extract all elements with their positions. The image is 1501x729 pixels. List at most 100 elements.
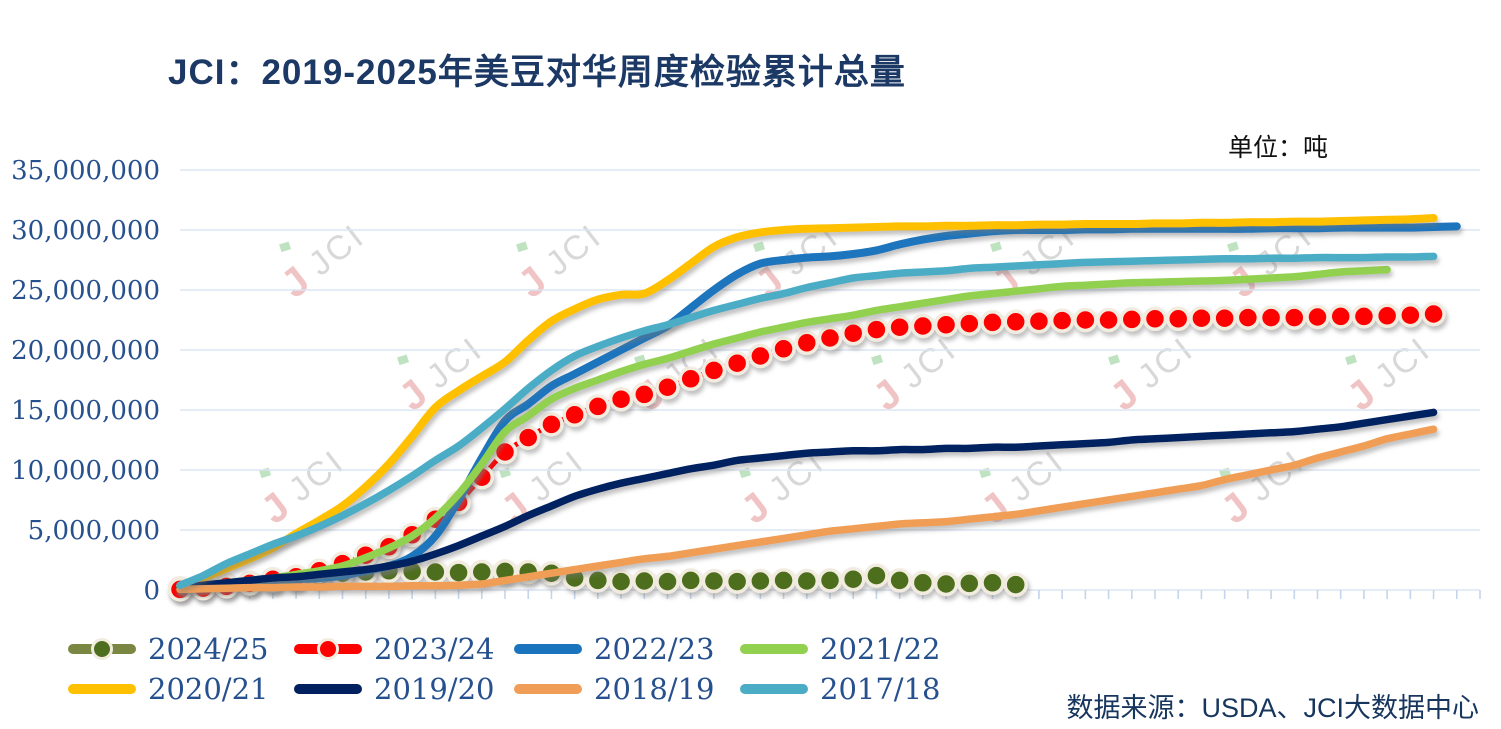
data-point-marker — [748, 568, 773, 594]
legend-marker-dot — [317, 638, 339, 660]
series-2021-22 — [176, 265, 1391, 592]
data-point-marker — [864, 563, 889, 588]
series-2017-18 — [176, 252, 1438, 589]
data-point-marker — [423, 559, 448, 585]
legend-item-2020-21: 2020/21 — [68, 671, 268, 707]
data-point-marker — [1003, 309, 1028, 335]
y-axis-tick-label: 30,000,000 — [11, 216, 160, 246]
data-point-marker — [678, 568, 703, 593]
svg-text:JCI: JCI — [420, 329, 491, 396]
data-point-marker — [1165, 306, 1191, 332]
jci-watermarks: JJCIJJCIJJCIJJCIJJCIJJCIJJCIJJCIJJCIJJCI… — [253, 216, 1438, 532]
data-point-marker — [655, 374, 680, 400]
data-point-marker — [608, 569, 634, 594]
legend-label: 2024/25 — [148, 632, 269, 666]
data-point-marker — [446, 560, 471, 585]
data-point-marker — [864, 317, 889, 342]
y-axis-tick-label: 25,000,000 — [11, 276, 160, 306]
data-point-marker — [632, 382, 657, 407]
data-point-marker — [1189, 305, 1214, 331]
y-axis-tick-label: 15,000,000 — [11, 396, 160, 426]
page-title: JCI：2019-2025年美豆对华周度检验累计总量 — [168, 53, 906, 92]
data-point-marker — [980, 570, 1005, 596]
legend-item-2019-20: 2019/20 — [294, 671, 494, 707]
data-point-marker — [1305, 304, 1330, 330]
svg-text:JCI: JCI — [1002, 442, 1073, 509]
svg-text:JCI: JCI — [894, 329, 965, 396]
data-point-marker — [1096, 307, 1121, 333]
data-point-marker — [585, 568, 611, 593]
legend-swatch — [294, 638, 362, 660]
data-point-marker — [701, 568, 727, 594]
data-point-marker — [957, 571, 982, 596]
legend-label: 2018/19 — [594, 672, 715, 706]
data-point-marker — [1142, 306, 1168, 332]
data-point-marker — [1003, 572, 1028, 597]
legend-item-2024-25: 2024/25 — [68, 631, 268, 667]
data-point-marker — [678, 366, 703, 392]
data-point-marker — [1073, 307, 1098, 333]
data-point-marker — [771, 568, 796, 593]
legend-swatch — [514, 644, 582, 654]
svg-text:JCI: JCI — [539, 216, 610, 283]
svg-text:JCI: JCI — [1131, 329, 1202, 396]
legend-item-2023-24: 2023/24 — [294, 631, 494, 667]
data-point-marker — [887, 314, 912, 340]
y-axis-tick-label: 20,000,000 — [11, 336, 160, 366]
data-point-marker — [840, 566, 866, 592]
data-point-marker — [910, 313, 936, 339]
legend-swatch — [514, 684, 582, 694]
data-point-marker — [1282, 305, 1307, 330]
svg-text:JCI: JCI — [302, 216, 373, 283]
data-point-marker — [632, 568, 657, 594]
y-axis-tick-label: 35,000,000 — [11, 156, 160, 186]
data-point-marker — [1328, 304, 1353, 329]
data-point-marker — [1258, 305, 1284, 330]
legend-label: 2023/24 — [374, 632, 495, 666]
series-2019-20 — [176, 408, 1438, 592]
y-axis-tick-label: 0 — [143, 576, 160, 606]
data-point-marker — [1421, 301, 1446, 327]
data-point-marker — [794, 330, 820, 356]
data-point-marker — [748, 343, 773, 369]
svg-text:JCI: JCI — [282, 442, 353, 509]
data-point-marker — [724, 350, 750, 376]
data-point-marker — [840, 320, 866, 346]
data-point-marker — [817, 325, 843, 351]
series-2018-19 — [176, 425, 1438, 594]
unit-label: 单位：吨 — [1228, 134, 1329, 162]
legend-label: 2017/18 — [820, 672, 941, 706]
data-point-marker — [1374, 303, 1400, 329]
data-point-marker — [980, 310, 1005, 335]
data-point-marker — [562, 402, 587, 428]
legend-label: 2020/21 — [148, 672, 269, 706]
data-point-marker — [608, 386, 634, 412]
legend-marker-dot — [91, 638, 113, 660]
legend-label: 2021/22 — [820, 632, 941, 666]
y-axis-tick-label: 10,000,000 — [11, 456, 160, 486]
svg-text:JCI: JCI — [522, 442, 593, 509]
legend-label: 2019/20 — [374, 672, 495, 706]
legend-label: 2022/23 — [594, 632, 715, 666]
legend-swatch — [68, 684, 136, 694]
data-point-marker — [724, 569, 750, 594]
data-point-marker — [1235, 305, 1261, 330]
legend-item-2022-23: 2022/23 — [514, 631, 714, 667]
data-point-marker — [1049, 308, 1075, 333]
data-point-marker — [539, 412, 564, 437]
data-point-marker — [585, 394, 611, 419]
legend-swatch — [740, 644, 808, 654]
data-point-marker — [1212, 305, 1237, 331]
data-point-marker — [817, 568, 843, 593]
data-point-marker — [1351, 304, 1377, 329]
data-point-marker — [933, 312, 959, 338]
chart-legend: 2024/25 2023/24 2022/23 2021/22 2020/21 2019/… — [60, 631, 960, 715]
data-point-marker — [887, 568, 912, 593]
data-point-marker — [910, 570, 936, 596]
legend-swatch — [294, 684, 362, 694]
data-point-marker — [1119, 307, 1145, 332]
legend-swatch — [740, 684, 808, 694]
source-label: 数据来源：USDA、JCI大数据中心 — [1066, 693, 1479, 723]
